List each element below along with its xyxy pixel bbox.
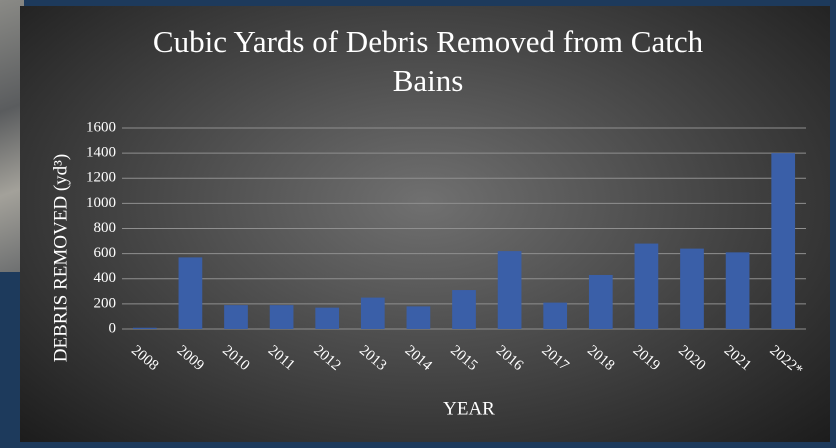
bar: [497, 251, 522, 329]
bar: [680, 248, 704, 329]
y-tick-label: 0: [109, 320, 117, 336]
x-tick-label: 2016: [493, 342, 527, 374]
y-tick-label: 400: [94, 270, 117, 286]
x-tick-label: 2022*: [766, 342, 805, 378]
x-tick-label: 2020: [675, 342, 708, 374]
chart-title: Cubic Yards of Debris Removed from Catch…: [152, 24, 704, 98]
x-tick-label: 2017: [538, 342, 572, 374]
x-tick-label: 2015: [447, 342, 480, 374]
bar: [132, 327, 157, 329]
x-tick-label: 2021: [721, 342, 754, 374]
y-tick-label: 200: [94, 295, 117, 311]
x-tick-label: 2012: [310, 342, 343, 374]
bar: [269, 305, 294, 329]
x-tick-label: 2008: [128, 342, 161, 374]
bar: [634, 243, 659, 329]
bar: [771, 153, 796, 329]
y-tick-label: 1600: [86, 119, 116, 135]
y-tick-label: 800: [94, 220, 117, 236]
bar: [224, 305, 248, 329]
bar: [315, 307, 340, 329]
y-tick-label: 600: [94, 245, 117, 261]
bar: [406, 306, 431, 329]
x-tick-label: 2009: [174, 342, 207, 374]
y-tick-label: 1400: [86, 145, 116, 161]
bar: [725, 252, 750, 329]
bar: [360, 297, 385, 329]
chart-panel: [20, 6, 830, 442]
x-tick-label: 2011: [265, 342, 298, 373]
y-tick-label: 1000: [86, 195, 116, 211]
x-tick-label: 2010: [219, 342, 252, 374]
bar: [178, 257, 203, 329]
y-axis-label: DEBRIS REMOVED (yd³): [50, 154, 71, 362]
y-tick-label: 1200: [86, 170, 116, 186]
x-axis-label: YEAR: [443, 398, 495, 419]
x-tick-label: 2018: [584, 342, 617, 374]
x-tick-label: 2013: [356, 342, 389, 374]
x-tick-label: 2019: [630, 342, 663, 374]
bar: [588, 274, 613, 329]
bar: [452, 290, 476, 329]
x-tick-label: 2014: [402, 342, 436, 374]
bar: [543, 302, 568, 329]
